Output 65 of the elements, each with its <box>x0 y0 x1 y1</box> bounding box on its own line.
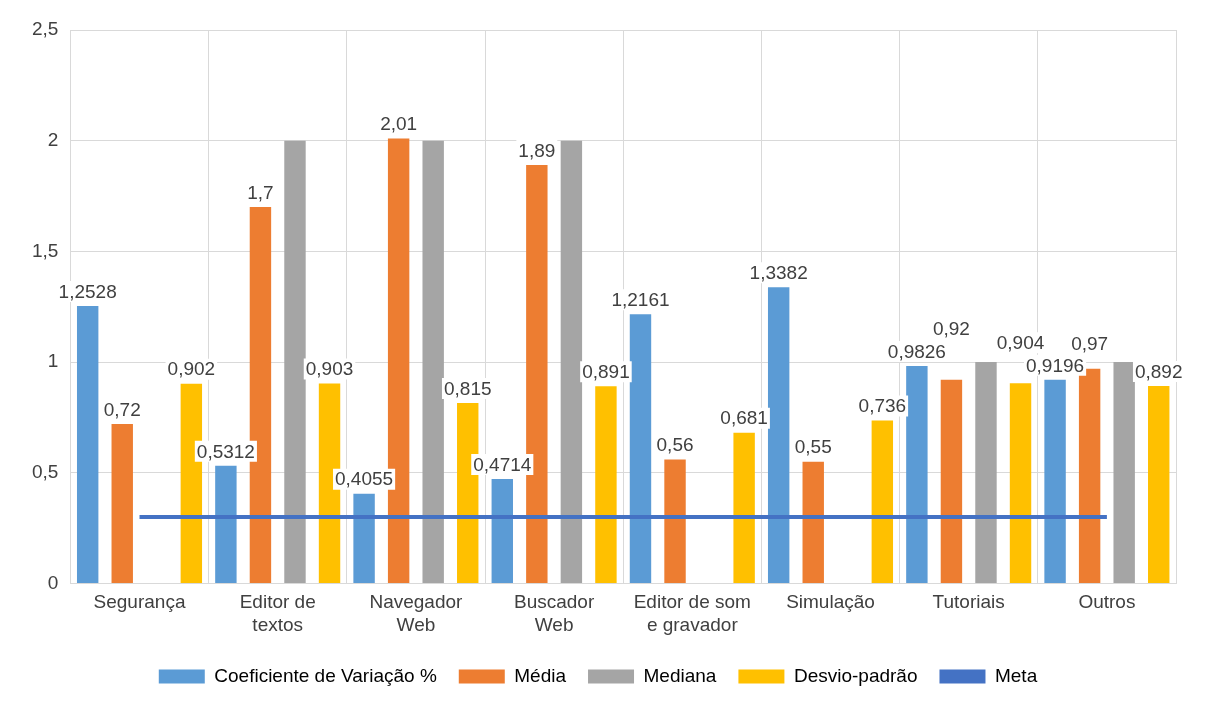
data-label: 0,9826 <box>887 340 946 362</box>
data-label: 1,2161 <box>611 288 670 310</box>
bar <box>629 314 652 583</box>
bar <box>767 287 790 583</box>
bar <box>664 459 686 583</box>
legend-label: Meta <box>994 664 1038 686</box>
bar <box>906 365 928 583</box>
bar <box>733 432 755 583</box>
data-label: 0,892 <box>1134 360 1183 382</box>
y-tick-label: 1,5 <box>31 239 59 261</box>
bar <box>595 386 617 583</box>
data-label: 0,904 <box>996 332 1045 354</box>
y-tick-label: 0,5 <box>31 460 59 482</box>
data-label: 0,5312 <box>196 440 255 462</box>
y-tick-label: 0 <box>47 571 59 593</box>
data-label: 1,7 <box>247 181 274 203</box>
data-label: 0,55 <box>794 436 832 458</box>
bar <box>940 379 963 583</box>
y-tick-label: 2 <box>47 128 59 150</box>
x-tick-label: Tutoriais <box>932 591 1005 613</box>
bar <box>215 465 237 583</box>
legend-label: Coeficiente de Variação % <box>214 664 437 686</box>
bar <box>560 140 583 583</box>
x-tick-label: Outros <box>1078 591 1136 613</box>
data-label: 0,681 <box>720 407 768 429</box>
bar <box>975 362 997 583</box>
x-tick-label: Segurança <box>93 591 186 613</box>
x-tick-label: Editor de textos <box>239 591 316 635</box>
data-label: 0,4714 <box>473 453 532 475</box>
legend-label: Mediana <box>643 664 717 686</box>
y-tick-label: 1 <box>47 350 59 372</box>
bar <box>871 420 894 583</box>
data-label: 0,902 <box>167 358 216 380</box>
bar <box>76 306 99 583</box>
bar <box>353 493 375 583</box>
bar <box>1009 383 1032 583</box>
data-label: 1,89 <box>518 139 556 161</box>
bar <box>422 140 444 583</box>
data-label: 1,3382 <box>749 261 808 283</box>
bar <box>802 461 824 583</box>
legend-label: Média <box>514 664 567 686</box>
data-label: 0,9196 <box>1026 354 1085 376</box>
y-tick-label: 2,5 <box>31 18 59 40</box>
x-tick-label: Editor de som e gravador <box>633 591 751 635</box>
bar <box>1044 379 1066 583</box>
data-label: 0,72 <box>103 398 141 420</box>
data-label: 1,2528 <box>58 280 117 302</box>
data-label: 0,736 <box>858 395 907 417</box>
bar <box>111 424 133 583</box>
data-label: 0,815 <box>443 377 492 399</box>
bar <box>1148 385 1170 583</box>
bar <box>284 140 306 583</box>
bar <box>1113 362 1135 583</box>
legend-label: Desvio-padrão <box>793 664 918 686</box>
data-label: 2,01 <box>380 113 418 135</box>
x-tick-label: Navegador Web <box>369 591 464 635</box>
data-label: 0,56 <box>656 434 694 456</box>
data-label: 0,97 <box>1071 333 1109 355</box>
x-tick-label: Simulação <box>786 591 875 613</box>
data-label: 0,891 <box>582 360 630 382</box>
x-tick-label: Buscador Web <box>513 591 595 635</box>
bar <box>491 479 513 583</box>
data-label: 0,903 <box>305 358 354 380</box>
data-label: 0,92 <box>932 318 970 340</box>
data-label: 0,4055 <box>335 468 394 490</box>
